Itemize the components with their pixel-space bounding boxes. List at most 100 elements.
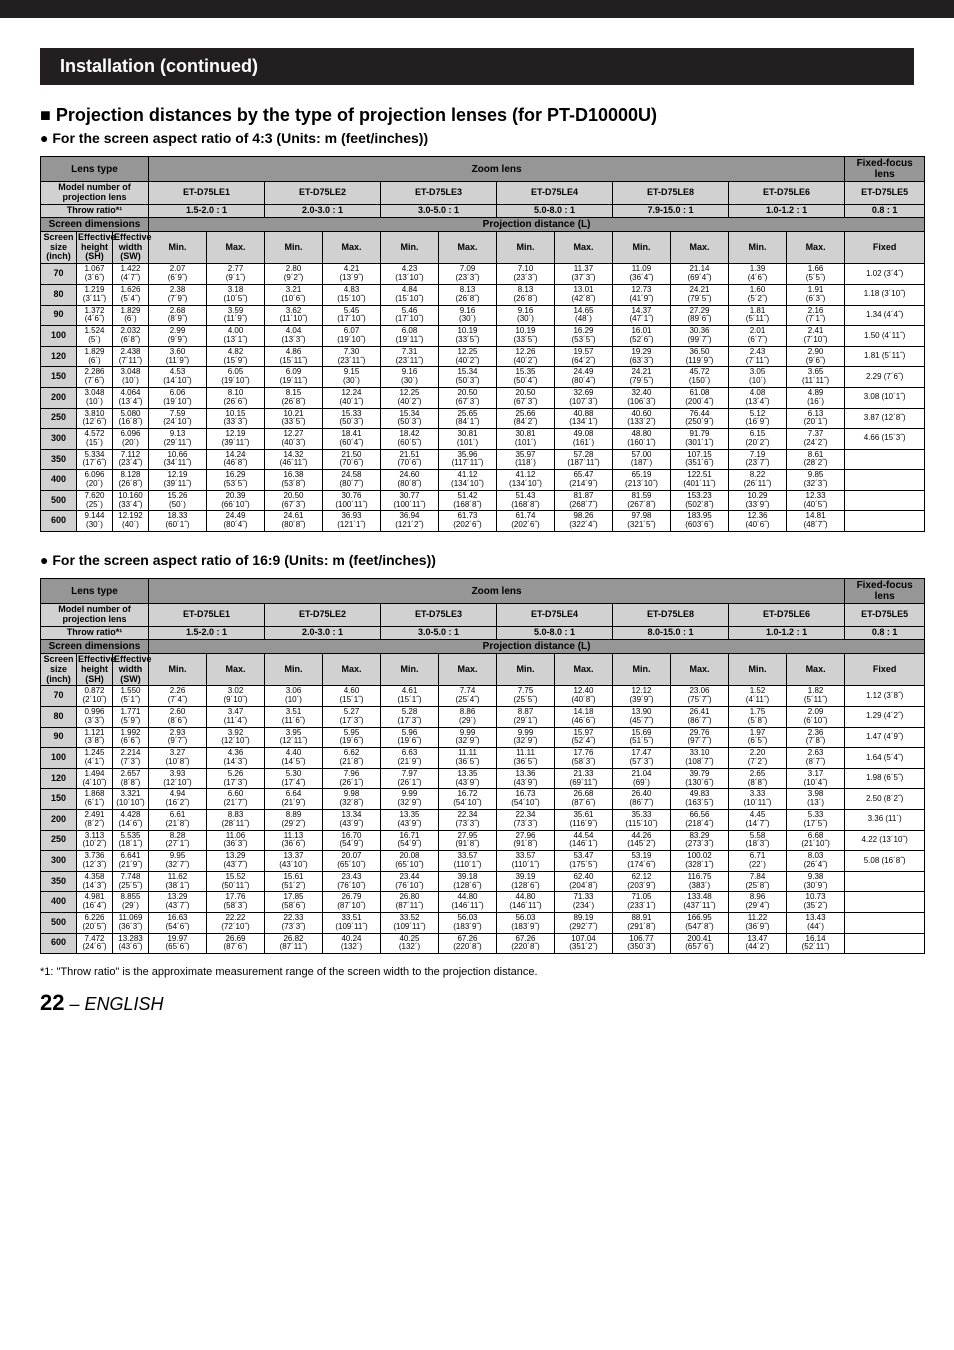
lens-model: ET-D75LE2 — [265, 604, 381, 627]
data-cell: 14.37(47´1˝) — [613, 305, 671, 326]
data-cell: 2.43(7´11˝) — [729, 346, 787, 367]
table-169-container: Lens typeZoom lensFixed-focus lensModel … — [40, 578, 914, 954]
data-cell: 7.31(23´11˝) — [381, 346, 439, 367]
data-cell: 6.60(21´7˝) — [207, 789, 265, 810]
data-cell: 12.40(40´8˝) — [555, 686, 613, 707]
data-cell: 3.95(12´11˝) — [265, 727, 323, 748]
data-cell: 7.472(24´6˝) — [77, 933, 113, 954]
min-header: Min. — [613, 231, 671, 264]
data-cell: 33.57(110´1˝) — [497, 851, 555, 872]
data-cell — [845, 511, 925, 532]
data-cell: 9.16(30´) — [497, 305, 555, 326]
min-header: Min. — [613, 653, 671, 686]
screen-size-cell: 400 — [41, 892, 77, 913]
data-cell: 39.79(130´6˝) — [671, 768, 729, 789]
lens-model: ET-D75LE5 — [845, 604, 925, 627]
data-cell: 30.81(101´) — [497, 429, 555, 450]
data-cell: 10.29(33´9˝) — [729, 490, 787, 511]
data-cell: 49.08(161´) — [555, 429, 613, 450]
throw-ratio-value: 1.0-1.2 : 1 — [729, 204, 845, 217]
data-cell: 24.49(80´4˝) — [207, 511, 265, 532]
data-cell: 44.26(145´2˝) — [613, 830, 671, 851]
data-cell: 26.40(86´7˝) — [613, 789, 671, 810]
data-cell: 53.47(175´5˝) — [555, 851, 613, 872]
data-cell: 11.11(36´5˝) — [497, 748, 555, 769]
data-cell: 11.06(36´3˝) — [207, 830, 265, 851]
screen-size-cell: 100 — [41, 326, 77, 347]
data-cell: 3.06(10´) — [265, 686, 323, 707]
table-row: 2503.113(10´2˝)5.535(18´1˝)8.28(27´1˝)11… — [41, 830, 925, 851]
screen-size-cell: 400 — [41, 470, 77, 491]
data-cell: 61.74(202´6˝) — [497, 511, 555, 532]
data-cell: 7.96(26´1˝) — [323, 768, 381, 789]
data-cell: 9.95(32´7˝) — [149, 851, 207, 872]
lens-model: ET-D75LE8 — [613, 182, 729, 205]
data-cell: 7.19(23´7˝) — [729, 449, 787, 470]
screen-size-cell: 120 — [41, 768, 77, 789]
data-cell: 62.40(204´8˝) — [555, 871, 613, 892]
screen-size-cell: 80 — [41, 707, 77, 728]
data-cell: 3.810(12´6˝) — [77, 408, 113, 429]
data-cell: 13.90(45´7˝) — [613, 707, 671, 728]
data-cell: 97.98(321´5˝) — [613, 511, 671, 532]
data-cell: 7.112(23´4˝) — [113, 449, 149, 470]
min-header: Min. — [149, 653, 207, 686]
data-cell: 11.22(36´9˝) — [729, 912, 787, 933]
table-row: 4004.981(16´4˝)8.855(29´)13.29(43´7˝)17.… — [41, 892, 925, 913]
data-cell: 10.73(35´2˝) — [787, 892, 845, 913]
data-cell: 2.77(9´1˝) — [207, 264, 265, 285]
subtitle-169: For the screen aspect ratio of 16:9 (Uni… — [40, 552, 914, 568]
data-cell — [845, 871, 925, 892]
data-cell: 1.829(6´) — [113, 305, 149, 326]
data-cell: 23.43(76´10˝) — [323, 871, 381, 892]
table-row: 800.996(3´3˝)1.771(5´9˝)2.60(8´6˝)3.47(1… — [41, 707, 925, 728]
lens-model: ET-D75LE4 — [497, 182, 613, 205]
data-cell: 9.16(30´) — [439, 305, 497, 326]
data-cell: 24.58(80´7˝) — [323, 470, 381, 491]
lens-model: ET-D75LE3 — [381, 604, 497, 627]
table-row: 5007.620(25´)10.160(33´4˝)15.26(50´)20.3… — [41, 490, 925, 511]
table-row: 701.067(3´6˝)1.422(4´7˝)2.07(6´9˝)2.77(9… — [41, 264, 925, 285]
data-cell: 26.82(87´11˝) — [265, 933, 323, 954]
data-cell: 3.05(10´) — [729, 367, 787, 388]
data-cell: 29.76(97´7˝) — [671, 727, 729, 748]
data-cell: 13.37(43´10˝) — [265, 851, 323, 872]
data-cell: 20.50(67´3˝) — [439, 387, 497, 408]
data-cell: 2.80(9´2˝) — [265, 264, 323, 285]
data-cell: 8.96(29´4˝) — [729, 892, 787, 913]
zoom-lens-header: Zoom lens — [149, 157, 845, 182]
zoom-lens-header: Zoom lens — [149, 579, 845, 604]
data-cell: 2.286(7´6˝) — [77, 367, 113, 388]
data-cell: 3.87 (12´8˝) — [845, 408, 925, 429]
data-cell: 5.26(17´3˝) — [207, 768, 265, 789]
data-cell: 5.58(18´3˝) — [729, 830, 787, 851]
projection-table: Lens typeZoom lensFixed-focus lensModel … — [40, 156, 925, 532]
data-cell: 16.29(53´5˝) — [207, 470, 265, 491]
eff-width-header: Effective width (SW) — [113, 231, 149, 264]
data-cell: 11.09(36´4˝) — [613, 264, 671, 285]
section-title: Projection distances by the type of proj… — [40, 105, 914, 126]
data-cell: 1.29 (4´2˝) — [845, 707, 925, 728]
data-cell: 106.77(350´3˝) — [613, 933, 671, 954]
data-cell: 35.97(118´) — [497, 449, 555, 470]
table-row: 3505.334(17´6˝)7.112(23´4˝)10.66(34´11˝)… — [41, 449, 925, 470]
data-cell: 16.70(54´9˝) — [323, 830, 381, 851]
data-cell: 40.60(133´2˝) — [613, 408, 671, 429]
data-cell: 67.26(220´8˝) — [439, 933, 497, 954]
lens-model: ET-D75LE6 — [729, 604, 845, 627]
data-cell: 27.96(91´8˝) — [497, 830, 555, 851]
data-cell: 13.36(43´9˝) — [497, 768, 555, 789]
data-cell: 3.736(12´3˝) — [77, 851, 113, 872]
screen-size-cell: 150 — [41, 367, 77, 388]
min-header: Min. — [381, 231, 439, 264]
top-black-bar — [0, 0, 954, 18]
data-cell: 1.82(5´11˝) — [787, 686, 845, 707]
table-row: 901.372(4´6˝)1.829(6´)2.68(8´9˝)3.59(11´… — [41, 305, 925, 326]
data-cell: 4.358(14´3˝) — [77, 871, 113, 892]
data-cell: 30.81(101´) — [439, 429, 497, 450]
data-cell: 122.51(401´11˝) — [671, 470, 729, 491]
throw-ratio-value: 1.5-2.0 : 1 — [149, 204, 265, 217]
data-cell: 8.128(26´8˝) — [113, 470, 149, 491]
data-cell: 5.30(17´4˝) — [265, 768, 323, 789]
data-cell: 6.09(19´11˝) — [265, 367, 323, 388]
